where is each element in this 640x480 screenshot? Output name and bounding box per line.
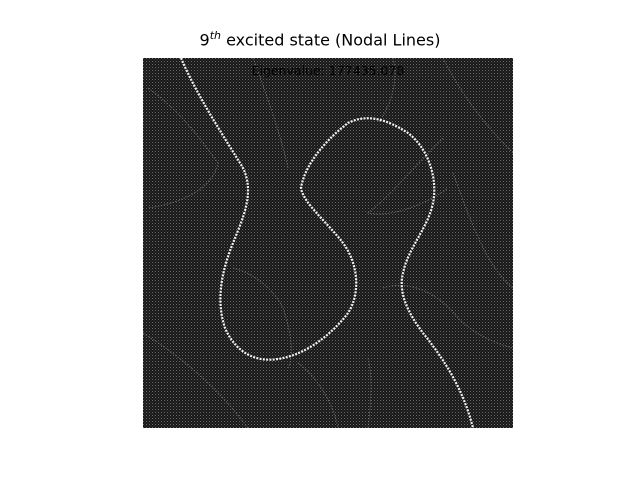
nodal-line-left [179, 58, 475, 428]
faint-line-2 [252, 58, 289, 169]
mesh-background [143, 58, 513, 428]
title-number: 9 [199, 30, 210, 50]
faint-line-7 [143, 332, 249, 428]
nodal-lines-image [143, 58, 513, 428]
faint-line-1 [147, 87, 219, 209]
faint-line-10 [367, 357, 372, 428]
title-superscript: th [209, 29, 221, 42]
faint-line-9 [382, 284, 513, 349]
nodal-lines-plot: Eigenvalue: 177435.078 [143, 58, 513, 428]
eigenvalue-annotation: Eigenvalue: 177435.078 [251, 63, 405, 78]
faint-line-5 [367, 137, 449, 215]
faint-line-11 [297, 362, 339, 428]
title-text: excited state (Nodal Lines) [221, 30, 441, 50]
faint-line-6 [452, 172, 513, 289]
faint-line-8 [232, 267, 292, 369]
chart-title: 9th excited state (Nodal Lines) [0, 29, 640, 49]
